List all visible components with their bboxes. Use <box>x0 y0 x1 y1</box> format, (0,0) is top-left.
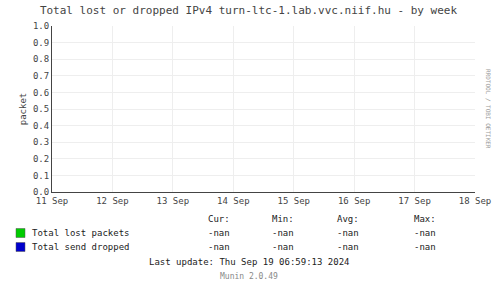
svg-text:Total lost packets: Total lost packets <box>32 228 130 238</box>
svg-text:14 Sep: 14 Sep <box>217 196 250 206</box>
svg-text:13 Sep: 13 Sep <box>157 196 190 206</box>
svg-text:-nan: -nan <box>272 228 294 238</box>
svg-text:1.0: 1.0 <box>33 21 49 31</box>
svg-text:Max:: Max: <box>414 214 436 224</box>
svg-text:11 Sep: 11 Sep <box>36 196 69 206</box>
svg-text:RRDTOOL / TOBI OETIKER: RRDTOOL / TOBI OETIKER <box>485 69 492 149</box>
svg-text:Total send dropped: Total send dropped <box>32 242 130 252</box>
svg-text:Last update: Thu Sep 19 06:59:: Last update: Thu Sep 19 06:59:13 2024 <box>149 257 349 267</box>
svg-text:0.9: 0.9 <box>33 38 49 48</box>
svg-text:Avg:: Avg: <box>337 214 359 224</box>
svg-text:0.8: 0.8 <box>33 54 49 64</box>
svg-text:0.4: 0.4 <box>33 121 49 131</box>
svg-text:18 Sep: 18 Sep <box>459 196 492 206</box>
svg-text:0.0: 0.0 <box>33 187 49 197</box>
svg-text:0.3: 0.3 <box>33 137 49 147</box>
svg-text:Min:: Min: <box>272 214 294 224</box>
svg-text:-nan: -nan <box>272 242 294 252</box>
svg-text:0.7: 0.7 <box>33 71 49 81</box>
svg-text:0.2: 0.2 <box>33 154 49 164</box>
svg-text:-nan: -nan <box>337 228 359 238</box>
svg-text:0.1: 0.1 <box>33 171 49 181</box>
svg-text:Cur:: Cur: <box>208 214 230 224</box>
svg-text:0.5: 0.5 <box>33 104 49 114</box>
svg-text:16 Sep: 16 Sep <box>338 196 371 206</box>
svg-text:packet: packet <box>18 93 28 126</box>
svg-text:-nan: -nan <box>208 242 230 252</box>
svg-text:-nan: -nan <box>208 228 230 238</box>
svg-text:12 Sep: 12 Sep <box>96 196 129 206</box>
svg-text:-nan: -nan <box>414 228 436 238</box>
svg-text:Total lost or dropped IPv4 tur: Total lost or dropped IPv4 turn-ltc-1.la… <box>40 4 458 17</box>
svg-text:-nan: -nan <box>337 242 359 252</box>
svg-text:15 Sep: 15 Sep <box>277 196 310 206</box>
svg-text:-nan: -nan <box>414 242 436 252</box>
svg-text:Munin 2.0.49: Munin 2.0.49 <box>220 272 278 281</box>
svg-text:17 Sep: 17 Sep <box>398 196 431 206</box>
svg-text:0.6: 0.6 <box>33 88 49 98</box>
